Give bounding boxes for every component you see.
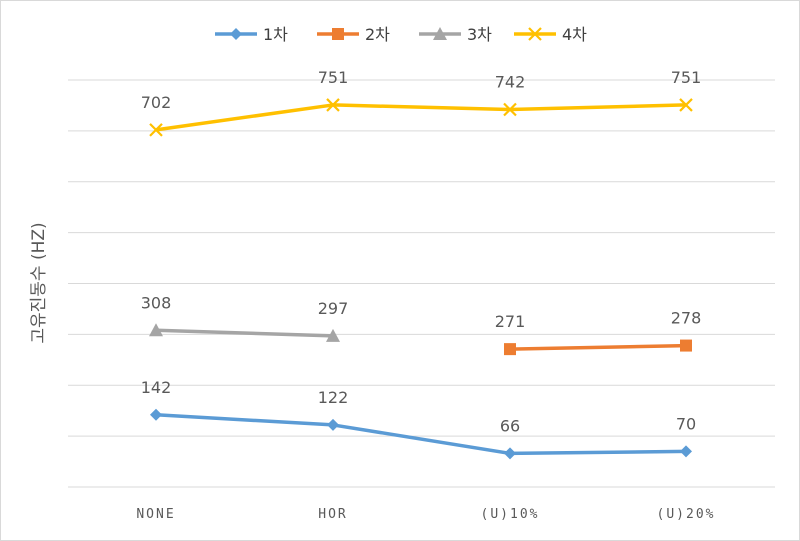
data-label: 66 [500,416,520,435]
data-label: 751 [318,68,349,87]
x-tick-label: HOR [318,507,347,522]
legend-label: 2차 [365,25,390,44]
data-point-marker [327,418,339,431]
series-line [155,103,687,132]
x-tick-label: (U)20% [657,507,716,522]
legend-item: 4차 [514,25,587,44]
data-point-marker [503,102,517,117]
data-label: 702 [141,93,172,112]
data-label: 742 [495,73,526,92]
data-point-marker [326,328,340,342]
x-tick-label: NONE [136,507,175,522]
legend: 1차 2차 3차 4차 [215,25,587,44]
legend-item: 2차 [317,25,390,44]
legend-item: 3차 [419,25,492,44]
data-label: 70 [676,414,696,433]
data-label: 308 [141,293,172,312]
data-point-marker [680,445,692,458]
x-tick-label: (U)10% [481,507,540,522]
data-point-marker [433,27,447,40]
data-label: 751 [671,68,702,87]
data-label: 278 [671,309,702,328]
data-point-marker [326,98,340,112]
data-label: 271 [495,312,526,331]
legend-label: 3차 [467,25,492,44]
data-point-marker [149,323,163,337]
x-axis-ticks: NONE HOR (U)10% (U)20% [136,507,716,522]
data-label: 142 [141,378,172,397]
data-point-marker [332,28,344,40]
data-label: 122 [318,388,349,407]
series-line [509,343,687,351]
legend-label: 1차 [263,25,288,44]
y-axis-label: 고유진동수 (HZ) [29,222,49,343]
legend-label: 4차 [562,25,587,44]
data-point-marker [150,408,162,421]
data-point-marker [679,98,693,112]
gridlines [68,79,775,488]
series-lines [155,103,687,456]
series-line [155,413,687,456]
data-markers [149,98,693,460]
series-line [155,328,334,338]
legend-item: 1차 [215,25,288,44]
data-labels: 142 122 66 70 271 278 308 297 702 751 742 751 [141,68,702,435]
data-point-marker [680,339,692,352]
data-point-marker [504,447,516,460]
data-point-marker [504,343,516,356]
data-point-marker [149,123,163,137]
data-point-marker [528,27,542,41]
data-point-marker [230,28,242,40]
data-label: 297 [318,299,349,318]
